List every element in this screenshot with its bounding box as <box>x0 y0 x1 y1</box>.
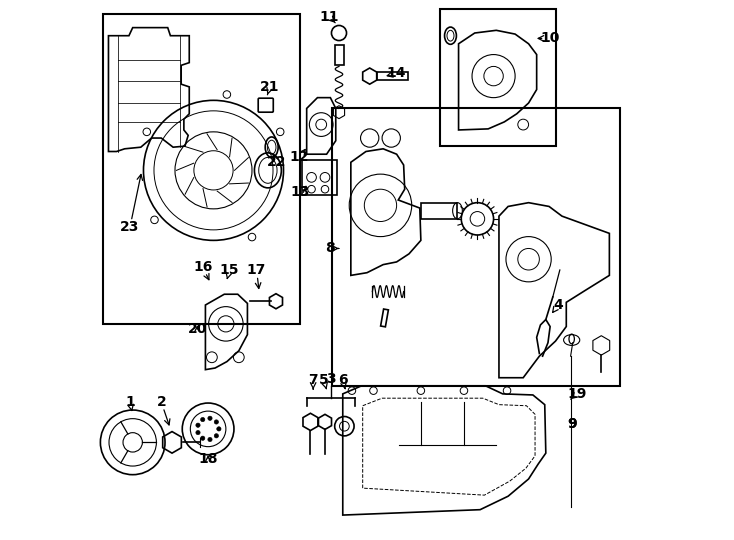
Circle shape <box>208 416 212 421</box>
Text: 1: 1 <box>125 395 135 409</box>
Text: 4: 4 <box>553 298 563 312</box>
Bar <box>381 309 388 327</box>
Text: 20: 20 <box>188 322 207 336</box>
Circle shape <box>208 437 212 442</box>
Text: 9: 9 <box>567 416 576 430</box>
Circle shape <box>200 417 205 422</box>
Bar <box>332 109 620 386</box>
Text: 12: 12 <box>290 150 310 164</box>
Circle shape <box>200 436 205 441</box>
Text: 6: 6 <box>338 374 348 387</box>
Circle shape <box>214 434 219 438</box>
Text: 11: 11 <box>319 10 339 24</box>
Text: 2: 2 <box>156 395 166 409</box>
Circle shape <box>196 430 200 435</box>
Text: 22: 22 <box>266 156 286 169</box>
Text: 16: 16 <box>193 260 212 274</box>
Text: 18: 18 <box>198 451 218 465</box>
Text: 14: 14 <box>387 66 407 80</box>
Text: 17: 17 <box>247 263 266 277</box>
Bar <box>440 9 556 146</box>
Bar <box>421 202 457 219</box>
Text: 3: 3 <box>326 372 335 386</box>
Text: 5: 5 <box>319 374 329 387</box>
Bar <box>335 45 344 65</box>
Bar <box>377 72 408 80</box>
Text: 9: 9 <box>567 416 576 430</box>
Text: 8: 8 <box>325 241 335 255</box>
Text: 19: 19 <box>567 387 586 401</box>
Circle shape <box>214 420 219 424</box>
Text: 7: 7 <box>308 374 318 387</box>
Text: 21: 21 <box>261 80 280 94</box>
Text: 15: 15 <box>220 263 239 277</box>
Text: 10: 10 <box>540 31 560 45</box>
Circle shape <box>217 427 221 431</box>
Text: 23: 23 <box>120 220 139 234</box>
Circle shape <box>196 423 200 427</box>
Text: 13: 13 <box>290 185 309 199</box>
Bar <box>103 14 299 324</box>
